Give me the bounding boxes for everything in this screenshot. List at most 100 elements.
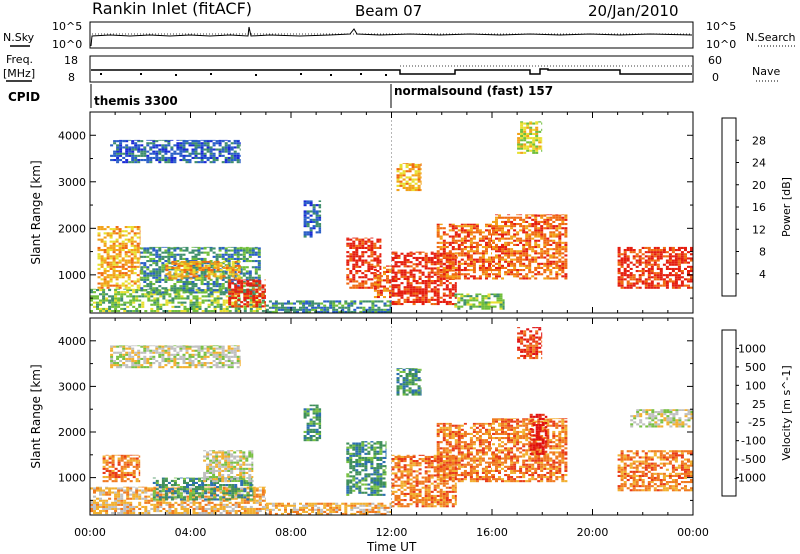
heatmap-1-cell (564, 227, 568, 230)
heatmap-1-cell (206, 140, 210, 143)
heatmap-2-cell (171, 503, 175, 506)
heatmap-1-cell (516, 216, 520, 219)
heatmap-1-cell (231, 303, 235, 306)
heatmap-1-cell (394, 294, 398, 297)
heatmap-1-cell (138, 310, 142, 313)
heatmap-1-cell (97, 253, 101, 256)
heatmap-1-cell (417, 170, 421, 173)
heatmap-1-cell (564, 241, 568, 244)
heatmap-2-cell (255, 489, 259, 492)
heatmap-2-cell (180, 507, 184, 510)
heatmap-1-cell (364, 274, 368, 277)
heatmap-1-cell (519, 262, 523, 265)
heatmap-1-cell (153, 310, 157, 313)
heatmap-1-cell (638, 255, 642, 258)
heatmap-1-cell (230, 246, 234, 248)
heatmap-1-cell (242, 274, 246, 277)
heatmap-2-cell (171, 510, 175, 513)
heatmap-1-cell (129, 310, 133, 313)
heatmap-1-cell (200, 278, 204, 281)
heatmap-1-cell (396, 180, 400, 183)
heatmap-1-cell (170, 148, 174, 151)
heatmap-1-cell (445, 256, 449, 259)
heatmap-1-cell (430, 282, 434, 285)
heatmap-1-cell (164, 161, 168, 164)
heatmap-1-cell (498, 233, 501, 236)
heatmap-1-cell (540, 266, 544, 269)
heatmap-1-cell (485, 258, 488, 261)
heatmap-1-cell (149, 257, 153, 260)
heatmap-1-cell (174, 277, 178, 280)
heatmap-1-cell (155, 150, 159, 153)
heatmap-1-cell (115, 265, 119, 268)
heatmap-2-cell (225, 510, 229, 513)
heatmap-1-cell (191, 152, 195, 155)
heatmap-1-cell (543, 241, 547, 244)
heatmap-1-cell (543, 220, 547, 223)
heatmap-1-cell (359, 302, 363, 305)
heatmap-1-cell (481, 301, 485, 304)
heatmap-1-cell (454, 231, 458, 234)
heatmap-1-cell (430, 288, 434, 291)
heatmap-1-cell (408, 184, 412, 187)
heatmap-1-cell (427, 282, 431, 285)
heatmap-1-cell (118, 251, 122, 254)
heatmap-1-cell (164, 276, 168, 279)
heatmap-1-cell (152, 274, 156, 277)
heatmap-1-cell (653, 255, 657, 258)
heatmap-1-cell (538, 141, 542, 144)
heatmap-1-cell (532, 128, 536, 131)
heatmap-1-cell (400, 261, 404, 264)
heatmap-1-cell (97, 249, 101, 252)
heatmap-1-cell (644, 263, 648, 266)
heatmap-1-cell (245, 251, 249, 254)
heatmap-1-cell (168, 289, 172, 292)
heatmap-1-cell (213, 262, 217, 265)
heatmap-1-cell (312, 204, 316, 207)
heatmap-1-cell (516, 214, 520, 216)
heatmap-1-cell (552, 227, 556, 230)
heatmap-2-cell (210, 512, 214, 515)
heatmap-1-cell (209, 150, 213, 153)
heatmap-1-cell (349, 286, 353, 289)
heatmap-2-cell (192, 477, 195, 480)
heatmap-1-cell (236, 253, 240, 256)
heatmap-1-cell (200, 161, 204, 164)
heatmap-1-cell (248, 249, 252, 252)
heatmap-1-cell (457, 307, 461, 310)
heatmap-1-cell (116, 144, 120, 147)
heatmap-2-cell (186, 495, 190, 498)
heatmap-2-cell (108, 487, 112, 490)
heatmap-1-cell (173, 144, 177, 147)
heatmap-1-cell (162, 295, 166, 298)
heatmap-1-cell (255, 288, 259, 291)
heatmap-1-cell (112, 259, 116, 262)
heatmap-1-cell (687, 286, 690, 289)
heatmap-1-cell (118, 236, 122, 239)
heatmap-1-cell (234, 305, 238, 308)
heatmap-2-cell (255, 493, 259, 496)
heatmap-1-cell (281, 306, 284, 309)
heatmap-1-cell (186, 297, 190, 300)
heatmap-1-cell (386, 304, 390, 307)
heatmap-1-cell (617, 270, 621, 273)
heatmap-1-cell (475, 305, 479, 308)
heatmap-1-cell (146, 139, 150, 141)
heatmap-1-cell (469, 227, 473, 230)
heatmap-1-cell (617, 246, 621, 249)
heatmap-2-cell (96, 497, 99, 500)
heatmap-1-cell (194, 257, 198, 260)
heatmap-1-cell (195, 307, 199, 310)
heatmap-1-cell (222, 260, 226, 263)
heatmap-1-cell (243, 296, 247, 299)
heatmap-1-cell (534, 218, 538, 221)
heatmap-2-cell (183, 501, 187, 504)
heatmap-1-cell (228, 282, 232, 285)
heatmap-1-cell (417, 189, 421, 192)
heatmap-2-cell (159, 501, 163, 504)
heatmap-1-cell (475, 231, 479, 234)
heatmap-1-cell (309, 210, 313, 213)
heatmap-1-cell (349, 259, 353, 262)
heatmap-1-cell (421, 282, 425, 285)
heatmap-2-cell (135, 489, 139, 492)
